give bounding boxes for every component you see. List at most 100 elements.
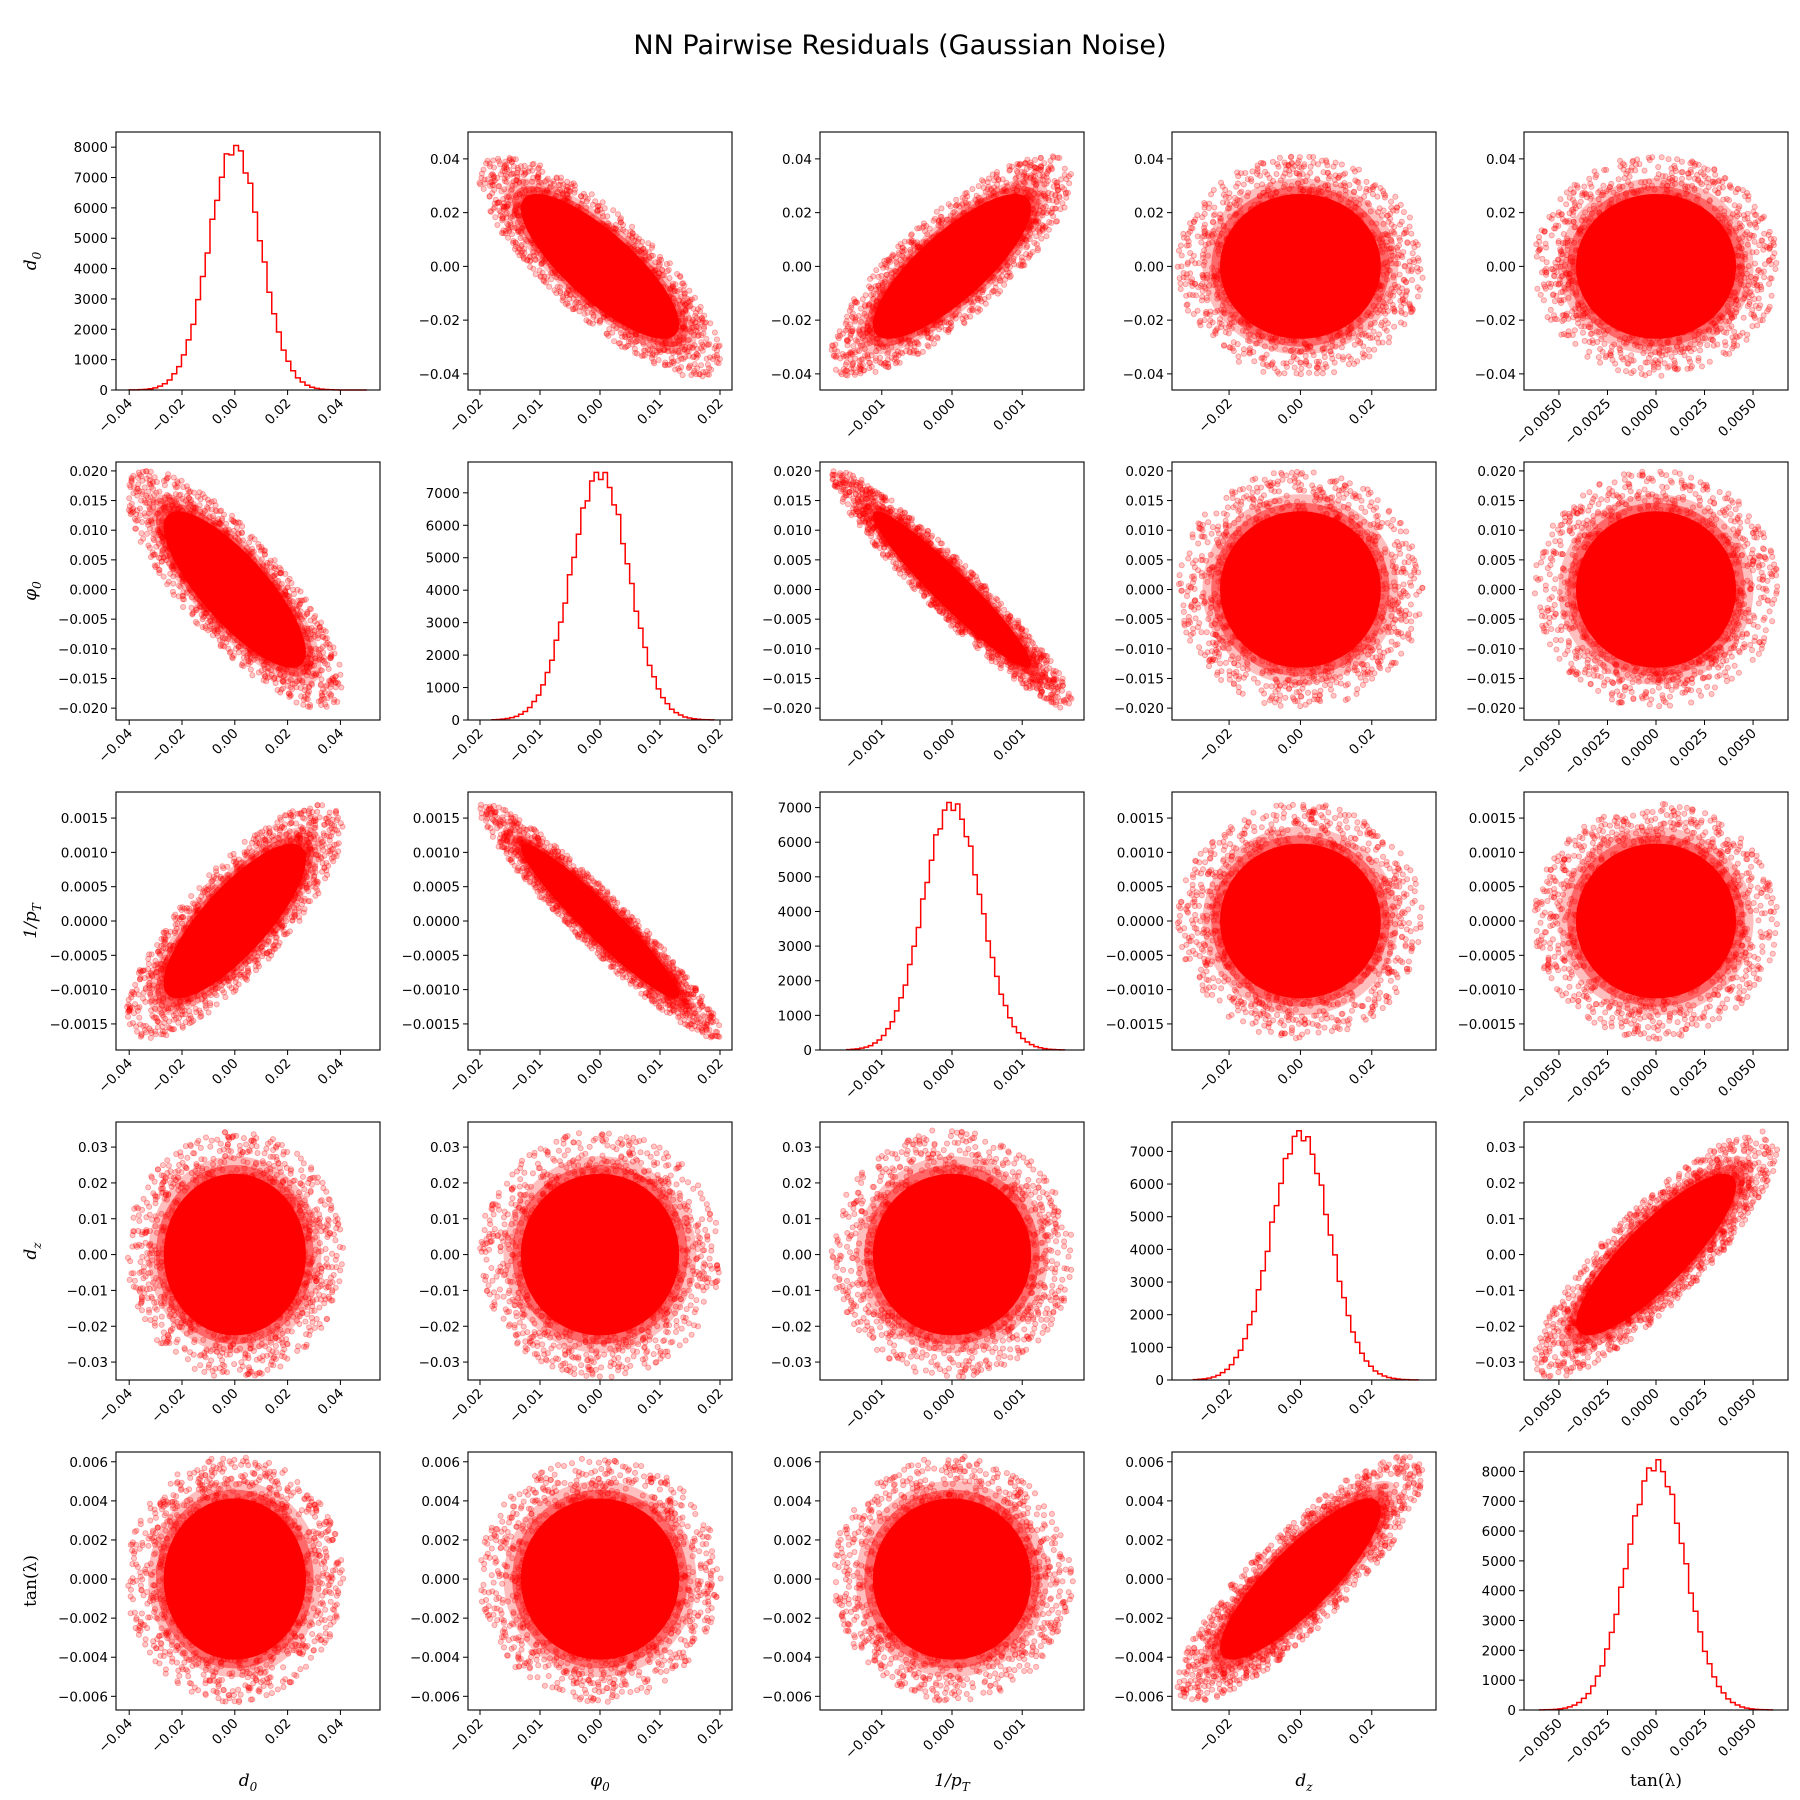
scatter-point [1294,180,1301,187]
scatter-point [312,655,319,662]
scatter-point [1388,198,1395,205]
scatter-point [696,371,703,378]
scatter-point [895,352,902,359]
scatter-point [916,225,923,232]
scatter-point [542,178,549,185]
scatter-point [1732,246,1739,253]
scatter-point [610,207,617,214]
scatter-point [1721,224,1728,231]
scatter-point [1714,305,1721,312]
scatter-point [1699,363,1706,370]
scatter-point [898,333,905,340]
scatter-point [162,501,169,508]
scatter-point [1597,212,1604,219]
scatter-point [908,257,915,264]
scatter-point [228,533,235,540]
scatter-point [500,195,507,202]
scatter-point [1273,339,1280,346]
scatter-point [995,264,1002,271]
scatter-point [533,249,540,256]
scatter-point [1691,162,1698,169]
scatter-point [933,316,940,323]
scatter-point [1310,153,1317,160]
scatter-point [693,371,700,378]
scatter-point [551,268,558,275]
scatter-point [142,468,149,475]
scatter-point [893,260,900,267]
scatter-point [638,257,645,264]
scatter-point [564,191,571,198]
scatter-point [525,193,532,200]
scatter-point [147,481,154,488]
scatter-point [911,239,918,246]
scatter-point [642,347,649,354]
scatter-point [1621,175,1628,182]
scatter-point [194,620,201,627]
scatter-point [892,360,899,367]
tick-label: 0.02 [782,206,812,222]
scatter-point [1732,273,1739,280]
scatter-point [188,589,195,596]
scatter-point [1217,271,1224,278]
scatter-point [1685,200,1692,207]
scatter-point [1773,259,1780,266]
scatter-point [1218,241,1225,248]
scatter-point [684,348,691,355]
scatter-point [1331,359,1338,366]
scatter-point [157,554,164,561]
scatter-point [1533,241,1540,248]
scatter-point [1739,271,1746,278]
scatter-point [702,368,709,375]
scatter-point [1542,240,1549,247]
scatter-point [920,220,927,227]
tick-label: 0.005 [69,553,108,569]
scatter-point [666,275,673,282]
scatter-point [1272,333,1279,340]
scatter-point [1183,301,1190,308]
scatter-point [1340,356,1347,363]
scatter-point [1312,195,1319,202]
scatter-point [843,318,850,325]
scatter-point [1572,224,1579,231]
scatter-point [1401,276,1408,283]
scatter-point [537,162,544,169]
scatter-point [1247,345,1254,352]
subplot-r0-c1: −0.04−0.020.000.020.04−0.02 −0.01 0.00 0.01… [419,131,733,436]
scatter-point [1705,314,1712,321]
scatter-point [127,511,134,518]
scatter-point [686,336,693,343]
tick-label: 3000 [426,616,460,632]
scatter-point [1201,258,1208,265]
scatter-point [837,369,844,376]
scatter-point [1023,218,1030,225]
scatter-point [1269,359,1276,366]
scatter-point [1301,194,1308,201]
scatter-point [178,477,185,484]
scatter-point [1323,196,1330,203]
scatter-point [656,261,663,268]
scatter-point [267,667,274,674]
scatter-point [1278,194,1285,201]
scatter-point [938,205,945,212]
scatter-point [1302,345,1309,352]
scatter-point [1638,179,1645,186]
scatter-point [628,328,635,335]
scatter-point [713,352,720,359]
scatter-point [271,572,278,579]
scatter-point [1726,197,1733,204]
scatter-point [1177,285,1184,292]
scatter-point [236,538,243,545]
scatter-point [999,188,1006,195]
scatter-point [503,166,510,173]
scatter-point [848,302,855,309]
scatter-point [655,273,662,280]
scatter-point [1006,167,1013,174]
scatter-point [1043,174,1050,181]
scatter-point [1041,192,1048,199]
scatter-point [1282,161,1289,168]
scatter-point [1374,309,1381,316]
scatter-point [858,318,865,325]
scatter-point [1642,359,1649,366]
scatter-point [1297,371,1304,378]
tick-label: −0.04 [95,396,136,437]
